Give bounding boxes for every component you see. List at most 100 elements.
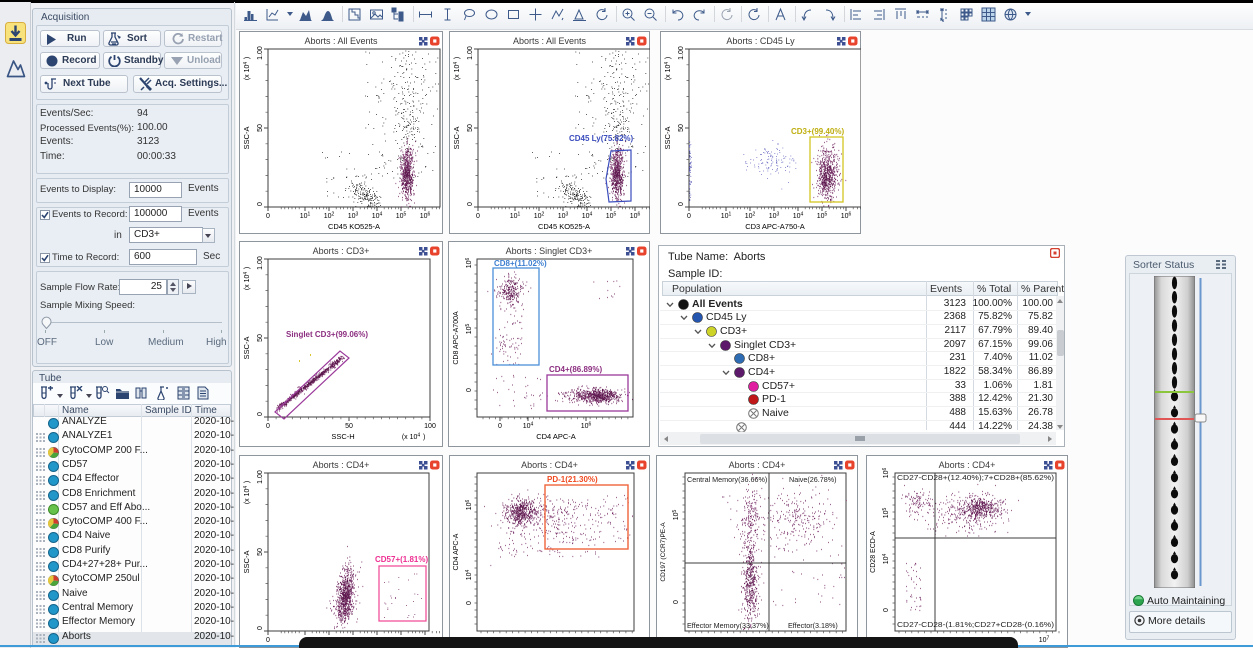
svg-text:50: 50 [678,124,685,132]
svg-text:Aborts : CD4+: Aborts : CD4+ [729,460,786,470]
svg-text:103: 103 [558,212,569,221]
svg-text:104: 104 [793,212,804,221]
svg-text:104: 104 [882,553,890,564]
svg-text:Aborts : All Events: Aborts : All Events [304,36,378,46]
svg-text:(x 104: (x 104 [243,272,251,291]
svg-text:106: 106 [841,212,852,221]
svg-text:CD8+(11.02%): CD8+(11.02%) [494,259,547,268]
svg-text:0: 0 [476,213,480,220]
svg-text:106: 106 [465,499,473,510]
svg-text:): ) [244,481,251,483]
svg-text:1.00: 1.00 [257,256,264,270]
svg-text:Aborts : CD3+: Aborts : CD3+ [313,246,370,256]
svg-text:102: 102 [324,212,335,221]
svg-text:CD197 (CCR7)PE-A: CD197 (CCR7)PE-A [660,522,667,582]
svg-text:SSC-A: SSC-A [242,337,251,360]
svg-text:CD3+(99.40%): CD3+(99.40%) [791,127,844,136]
svg-text:50: 50 [345,423,353,430]
svg-text:PD-1(21.30%): PD-1(21.30%) [547,475,598,484]
svg-text:105: 105 [606,212,617,221]
svg-text:0: 0 [687,213,691,220]
svg-text:0: 0 [266,637,270,644]
svg-text:50: 50 [467,124,474,132]
svg-text:CD28 ECD-A: CD28 ECD-A [870,531,877,573]
svg-text:106: 106 [630,212,641,221]
svg-text:50: 50 [257,124,264,132]
svg-text:105: 105 [396,212,407,221]
svg-text:104: 104 [372,212,383,221]
svg-text:104: 104 [465,569,473,580]
svg-text:106: 106 [581,422,592,431]
svg-text:0: 0 [257,202,264,206]
svg-text:Effector(3.18%): Effector(3.18%) [788,621,838,630]
svg-text:(x 104: (x 104 [402,433,421,442]
svg-text:104: 104 [582,212,593,221]
svg-text:): ) [665,57,672,59]
svg-text:0: 0 [266,423,270,430]
svg-text:0: 0 [883,608,890,612]
svg-text:0: 0 [678,202,685,206]
svg-text:102: 102 [534,212,545,221]
svg-text:CD45 Ly(75.82%): CD45 Ly(75.82%) [569,134,634,143]
svg-text:0: 0 [266,213,270,220]
svg-text:SSC-H: SSC-H [331,432,354,441]
svg-text:101: 101 [300,212,311,221]
svg-text:CD4 APC-A: CD4 APC-A [453,533,460,570]
svg-text:CD8 APC-A700A: CD8 APC-A700A [453,311,460,365]
svg-text:105: 105 [882,507,890,518]
svg-text:CD45 KO525-A: CD45 KO525-A [328,222,380,231]
svg-text:105: 105 [465,323,473,334]
svg-text:0: 0 [257,412,264,416]
svg-text:1.00: 1.00 [467,46,474,60]
svg-text:0: 0 [466,388,473,392]
svg-text:0: 0 [467,202,474,206]
svg-text:): ) [244,267,251,269]
svg-text:101: 101 [721,212,732,221]
svg-text:Aborts : Singlet CD3+: Aborts : Singlet CD3+ [506,246,593,256]
svg-text:CD4 APC-A: CD4 APC-A [536,432,576,441]
svg-text:Naive(26.78%): Naive(26.78%) [789,475,837,484]
svg-text:SSC-A: SSC-A [242,127,251,150]
svg-text:107: 107 [1039,636,1050,645]
svg-text:50: 50 [257,334,264,342]
svg-text:103: 103 [769,212,780,221]
svg-text:101: 101 [510,212,521,221]
svg-text:100: 100 [424,423,436,430]
svg-text:SSC-A: SSC-A [663,127,672,150]
svg-text:103: 103 [348,212,359,221]
svg-text:CD57+(1.81%): CD57+(1.81%) [375,555,428,564]
svg-text:): ) [244,57,251,59]
svg-text:Aborts : CD4+: Aborts : CD4+ [521,460,578,470]
svg-text:SSC-A: SSC-A [452,127,461,150]
svg-text:Aborts : CD45 Ly: Aborts : CD45 Ly [726,36,795,46]
svg-text:104: 104 [523,422,534,431]
svg-text:Aborts : CD4+: Aborts : CD4+ [939,460,996,470]
svg-text:106: 106 [465,257,473,268]
svg-text:(x 104: (x 104 [243,486,251,505]
svg-text:CD3 APC-A750-A: CD3 APC-A750-A [745,222,805,231]
svg-text:CD27-CD28-(1.81%;CD27+CD28-(0.: CD27-CD28-(1.81%;CD27+CD28-(0.16%) [897,620,1054,629]
svg-text:): ) [423,434,425,441]
svg-text:106: 106 [420,212,431,221]
svg-text:1.00: 1.00 [257,470,264,484]
svg-text:Central Memory(36.66%): Central Memory(36.66%) [687,475,767,484]
svg-text:0: 0 [466,601,473,605]
svg-text:): ) [454,57,461,59]
svg-text:CD45 KO525-A: CD45 KO525-A [538,222,590,231]
svg-text:SSC-A: SSC-A [242,551,251,574]
svg-text:Aborts : CD4+: Aborts : CD4+ [313,460,370,470]
svg-text:106: 106 [882,467,890,478]
svg-text:(x 104: (x 104 [453,62,461,81]
svg-text:CD4+(86.89%): CD4+(86.89%) [549,365,602,374]
svg-text:1.00: 1.00 [678,46,685,60]
svg-text:102: 102 [745,212,756,221]
svg-text:105: 105 [817,212,828,221]
svg-text:Singlet CD3+(99.06%): Singlet CD3+(99.06%) [286,330,368,339]
svg-text:105: 105 [672,509,680,520]
svg-text:Effector Memory(33.37%): Effector Memory(33.37%) [687,621,769,630]
svg-text:0: 0 [257,626,264,630]
svg-text:CD27-CD28+(12.40%);7+CD28+(85.: CD27-CD28+(12.40%);7+CD28+(85.62%) [897,473,1054,482]
svg-text:(x 104: (x 104 [664,62,672,81]
svg-text:0: 0 [673,600,680,604]
svg-text:Aborts : All Events: Aborts : All Events [513,36,587,46]
